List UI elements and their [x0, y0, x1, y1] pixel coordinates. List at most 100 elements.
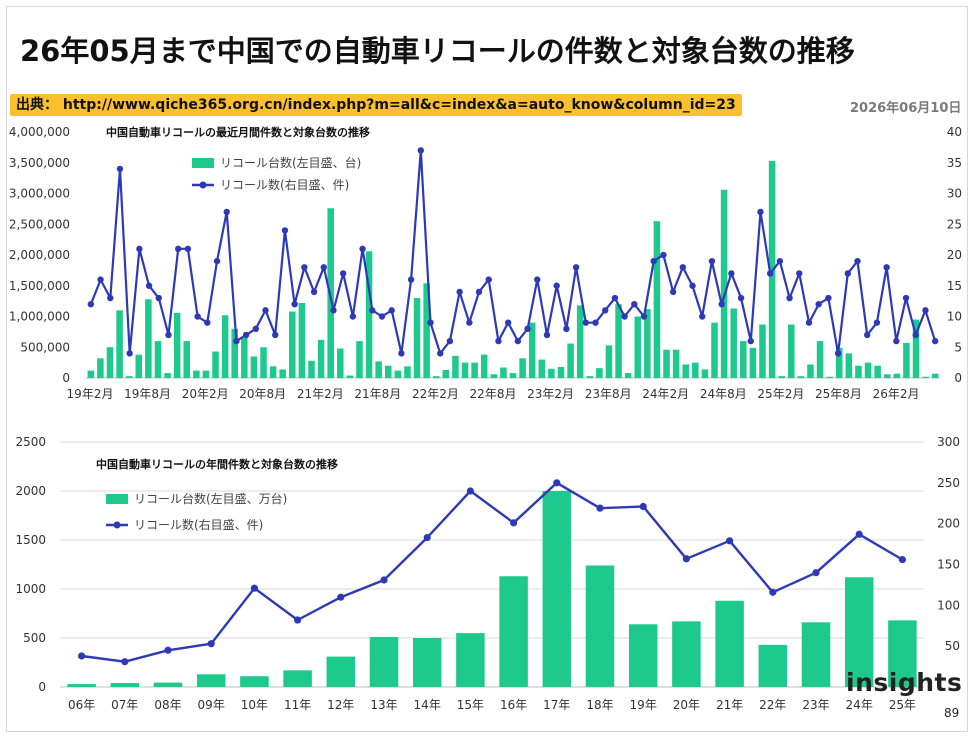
bar [87, 370, 95, 378]
y-left-tick-label: 2,000,000 [9, 248, 70, 262]
bar [250, 356, 258, 378]
line-point [611, 294, 619, 302]
x-tick-label: 12年 [327, 698, 354, 712]
x-tick-label: 21年2月 [297, 387, 344, 401]
line-point [898, 556, 907, 564]
line-point [509, 519, 518, 527]
bar [874, 365, 881, 378]
bar [221, 315, 229, 378]
line-point [207, 640, 215, 648]
bar [183, 341, 191, 378]
bar [452, 355, 459, 378]
bar [110, 683, 140, 687]
bar [548, 368, 555, 378]
line-point [747, 337, 754, 345]
bar [375, 361, 382, 378]
bar [701, 369, 709, 378]
x-tick-label: 20年 [673, 698, 700, 712]
legend-bar-swatch [106, 494, 128, 504]
bar [164, 373, 171, 378]
bar [202, 370, 210, 378]
bar [461, 362, 469, 378]
bar [106, 347, 114, 378]
y-right-tick-label: 35 [947, 156, 962, 170]
line-point [475, 288, 483, 296]
x-tick-label: 14年 [414, 698, 441, 712]
line-point [931, 337, 939, 345]
bar [193, 370, 200, 378]
y-left-tick-label: 1000 [15, 582, 46, 596]
x-tick-label: 23年8月 [585, 387, 632, 401]
bar [269, 366, 277, 378]
page-number: 89 [944, 706, 960, 720]
bar [557, 366, 565, 378]
line-point [796, 270, 803, 277]
line-point [553, 479, 561, 487]
x-tick-label: 20年2月 [182, 387, 229, 401]
legend-bar-label: リコール台数(左目盛、台) [220, 155, 361, 170]
line-point [737, 294, 745, 302]
line-point [281, 227, 289, 234]
bar [173, 312, 181, 378]
line-point [582, 319, 589, 326]
line-point [699, 313, 706, 320]
legend-bar-swatch [192, 158, 214, 168]
bar [413, 298, 421, 378]
line-point [78, 652, 86, 660]
x-tick-label: 09年 [198, 698, 225, 712]
bar [797, 376, 805, 378]
legend-line-marker [113, 521, 121, 529]
bar [778, 376, 785, 378]
line-point [893, 337, 900, 345]
line-point [250, 584, 258, 592]
bar [298, 302, 306, 378]
source-banner: 出典： http://www.qiche365.org.cn/index.php… [10, 94, 742, 116]
x-tick-label: 23年 [802, 698, 829, 712]
annual-recall-chart: 0 500 1000 1500 2000 2500 50 100 150 200 250 300 06年… [15, 435, 960, 712]
line-point [164, 646, 172, 654]
bar [788, 324, 795, 378]
line-point [873, 319, 881, 326]
legend-line-label: リコール数(右目盛、件) [134, 517, 263, 532]
bar [279, 369, 286, 378]
line-point [912, 331, 919, 339]
line-point [262, 307, 269, 314]
bar [864, 362, 872, 378]
bar [835, 347, 843, 378]
y-right-tick-label: 30 [947, 187, 962, 201]
bar [758, 644, 788, 687]
y-left-tick-label: 1500 [15, 533, 46, 547]
line-point [97, 276, 104, 283]
line-point [369, 307, 376, 314]
line-point [107, 294, 114, 302]
line-point [330, 307, 337, 314]
line-point [776, 257, 784, 265]
line-point [174, 245, 182, 253]
page-title: 26年05月まで中国での自動車リコールの件数と対象台数の推移 [20, 34, 855, 68]
bar [404, 366, 411, 378]
y-left-tick-label: 3,500,000 [9, 156, 70, 170]
x-tick-label: 16年 [500, 698, 527, 712]
x-tick-label: 08年 [154, 698, 181, 712]
y-right-tick-label: 40 [947, 125, 962, 139]
line-point [456, 288, 463, 296]
legend-line-marker [199, 181, 207, 189]
line-point [689, 282, 696, 289]
bar [653, 221, 661, 378]
y-right-tick-label: 150 [937, 558, 960, 572]
bar [605, 345, 613, 378]
line-point [359, 245, 366, 253]
bar [749, 347, 757, 378]
line-point [769, 588, 777, 596]
line-point [786, 294, 793, 302]
bar [542, 491, 572, 687]
bar [644, 309, 651, 378]
x-tick-label: 17年 [543, 698, 570, 712]
y-right-tick-label: 100 [937, 598, 960, 612]
line-point [650, 257, 657, 265]
bar [432, 376, 440, 378]
bar [365, 251, 373, 378]
line-point [301, 264, 308, 271]
bar [585, 565, 615, 687]
x-tick-label: 25年8月 [815, 387, 862, 401]
